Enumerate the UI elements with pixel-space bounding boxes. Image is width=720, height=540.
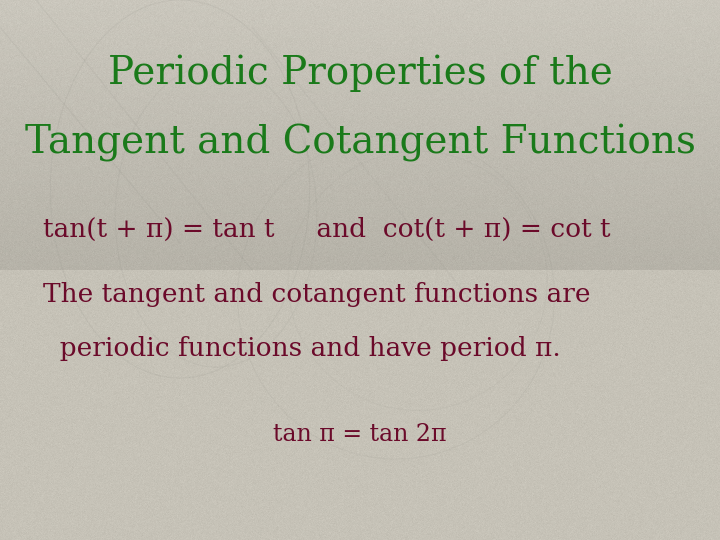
Text: Tangent and Cotangent Functions: Tangent and Cotangent Functions: [24, 124, 696, 162]
Text: tan(t + π) = tan t     and  cot(t + π) = cot t: tan(t + π) = tan t and cot(t + π) = cot …: [43, 217, 611, 242]
Text: periodic functions and have period π.: periodic functions and have period π.: [43, 336, 561, 361]
Text: The tangent and cotangent functions are: The tangent and cotangent functions are: [43, 282, 590, 307]
Text: Periodic Properties of the: Periodic Properties of the: [107, 54, 613, 92]
Text: tan π = tan 2π: tan π = tan 2π: [273, 423, 447, 446]
